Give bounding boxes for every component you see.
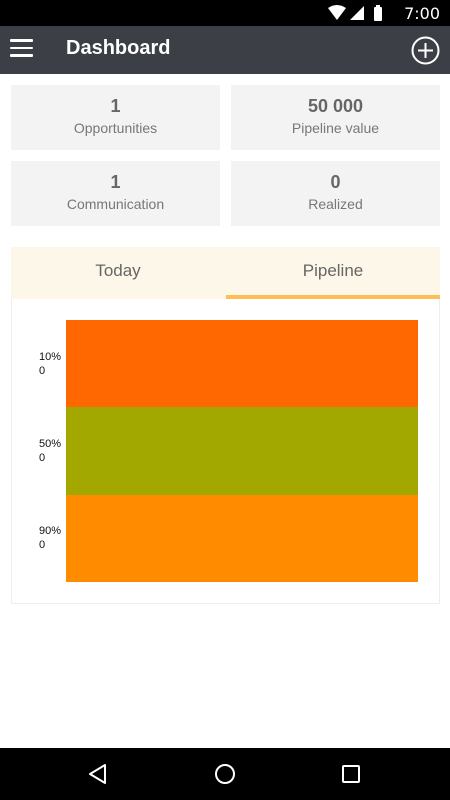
card-opportunities[interactable]: 1 Opportunities — [11, 85, 220, 150]
card-value: 0 — [330, 172, 341, 192]
pipeline-chart: 10% 0 50% 0 90% 0 — [11, 299, 440, 604]
battery-icon — [374, 7, 382, 21]
nav-bar — [0, 748, 450, 800]
card-value: 1 — [110, 96, 121, 116]
chart-bar-segment — [66, 494, 418, 582]
add-icon[interactable] — [411, 36, 440, 65]
signal-icon — [350, 6, 364, 20]
card-label: Realized — [308, 196, 363, 212]
card-pipeline-value[interactable]: 50 000 Pipeline value — [231, 85, 440, 150]
card-label: Pipeline value — [291, 120, 380, 136]
status-icons — [328, 5, 382, 21]
tab-today[interactable]: Today — [95, 261, 141, 280]
status-time: 7:00 — [404, 4, 440, 23]
card-realized[interactable]: 0 Realized — [231, 161, 440, 226]
chart-value-label: 0 — [39, 539, 46, 552]
card-value: 1 — [110, 172, 121, 192]
back-icon[interactable] — [86, 762, 110, 786]
tab-bar: Today Pipeline — [11, 247, 440, 299]
page-title: Dashboard — [66, 37, 171, 59]
chart-category-label: 10% 0 — [39, 350, 61, 378]
menu-icon[interactable] — [10, 39, 34, 61]
card-label: Communication — [66, 196, 165, 212]
chart-category-text: 50% — [39, 438, 62, 450]
card-communication[interactable]: 1 Communication — [11, 161, 220, 226]
chart-category-label: 90% 0 — [39, 524, 61, 552]
recents-icon[interactable] — [339, 762, 363, 786]
chart-value-label: 0 — [39, 364, 46, 377]
chart-category-text: 10% — [39, 350, 62, 363]
wifi-icon — [328, 5, 346, 20]
card-value: 50 000 — [307, 96, 364, 116]
chart-category-label: 50% 0 — [39, 437, 61, 465]
tab-pipeline[interactable]: Pipeline — [226, 247, 440, 299]
app-bar: Dashboard — [0, 26, 450, 74]
home-icon[interactable] — [213, 762, 237, 786]
chart-bar-segment — [66, 407, 418, 495]
chart-bar-segment — [66, 320, 418, 408]
chart-category-text: 90% — [39, 525, 62, 538]
status-bar: 7:00 — [0, 0, 450, 26]
card-label: Opportunities — [73, 120, 158, 136]
chart-value-label: 0 — [39, 452, 46, 464]
